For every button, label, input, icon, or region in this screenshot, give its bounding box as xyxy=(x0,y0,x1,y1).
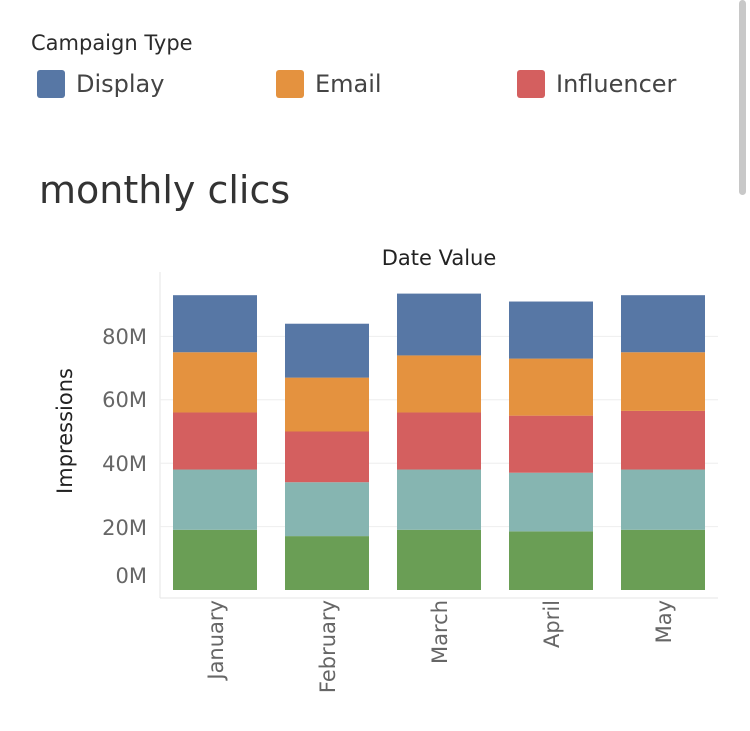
y-tick-label: 0M xyxy=(116,564,147,588)
legend-label-display: Display xyxy=(76,70,165,98)
bar-segment-march-1 xyxy=(397,469,481,530)
bar-segment-february-4 xyxy=(285,323,369,378)
bar-segment-march-2 xyxy=(397,412,481,470)
legend-item-email[interactable]: Email xyxy=(276,68,382,100)
legend-swatch-influencer xyxy=(517,70,545,98)
bar-segment-may-2 xyxy=(621,410,705,470)
bar-segment-february-1 xyxy=(285,482,369,537)
legend-label-influencer: Influencer xyxy=(556,70,677,98)
bar-segment-january-2 xyxy=(173,412,257,470)
bar-segment-may-1 xyxy=(621,469,705,530)
legend-swatch-email xyxy=(276,70,304,98)
x-tick-label: May xyxy=(652,600,676,643)
bar-segment-april-0 xyxy=(509,531,593,590)
bar-segment-february-2 xyxy=(285,431,369,483)
legend-swatch-display xyxy=(37,70,65,98)
legend-item-display[interactable]: Display xyxy=(37,68,164,100)
x-tick-label: January xyxy=(204,600,228,682)
bar-segment-march-0 xyxy=(397,529,481,590)
bar-segment-april-3 xyxy=(509,358,593,416)
x-tick-label: March xyxy=(428,600,452,664)
bar-segment-may-0 xyxy=(621,529,705,590)
chart-title: monthly clics xyxy=(39,168,291,212)
bar-segment-january-4 xyxy=(173,295,257,353)
bar-segment-february-3 xyxy=(285,377,369,432)
x-tick-label: April xyxy=(540,600,564,648)
y-tick-label: 40M xyxy=(102,452,147,476)
y-tick-label: 60M xyxy=(102,388,147,412)
y-tick-label: 20M xyxy=(102,516,147,540)
y-axis-title: Impressions xyxy=(53,368,77,494)
bar-segment-march-3 xyxy=(397,355,481,413)
bar-segment-january-0 xyxy=(173,529,257,590)
legend-label-email: Email xyxy=(315,70,382,98)
bar-segment-may-3 xyxy=(621,352,705,411)
bar-segment-may-4 xyxy=(621,295,705,353)
bar-segment-january-1 xyxy=(173,469,257,530)
legend-title: Campaign Type xyxy=(31,31,193,55)
bar-segment-april-1 xyxy=(509,472,593,532)
y-tick-label: 80M xyxy=(102,325,147,349)
bar-segment-march-4 xyxy=(397,293,481,356)
bar-segment-february-0 xyxy=(285,536,369,590)
x-tick-label: February xyxy=(316,600,340,693)
bar-segment-april-2 xyxy=(509,415,593,473)
legend-item-influencer[interactable]: Influencer xyxy=(517,68,676,100)
scrollbar[interactable] xyxy=(739,0,746,195)
bar-segment-january-3 xyxy=(173,352,257,413)
column-header: Date Value xyxy=(382,246,497,270)
bar-segment-april-4 xyxy=(509,301,593,359)
